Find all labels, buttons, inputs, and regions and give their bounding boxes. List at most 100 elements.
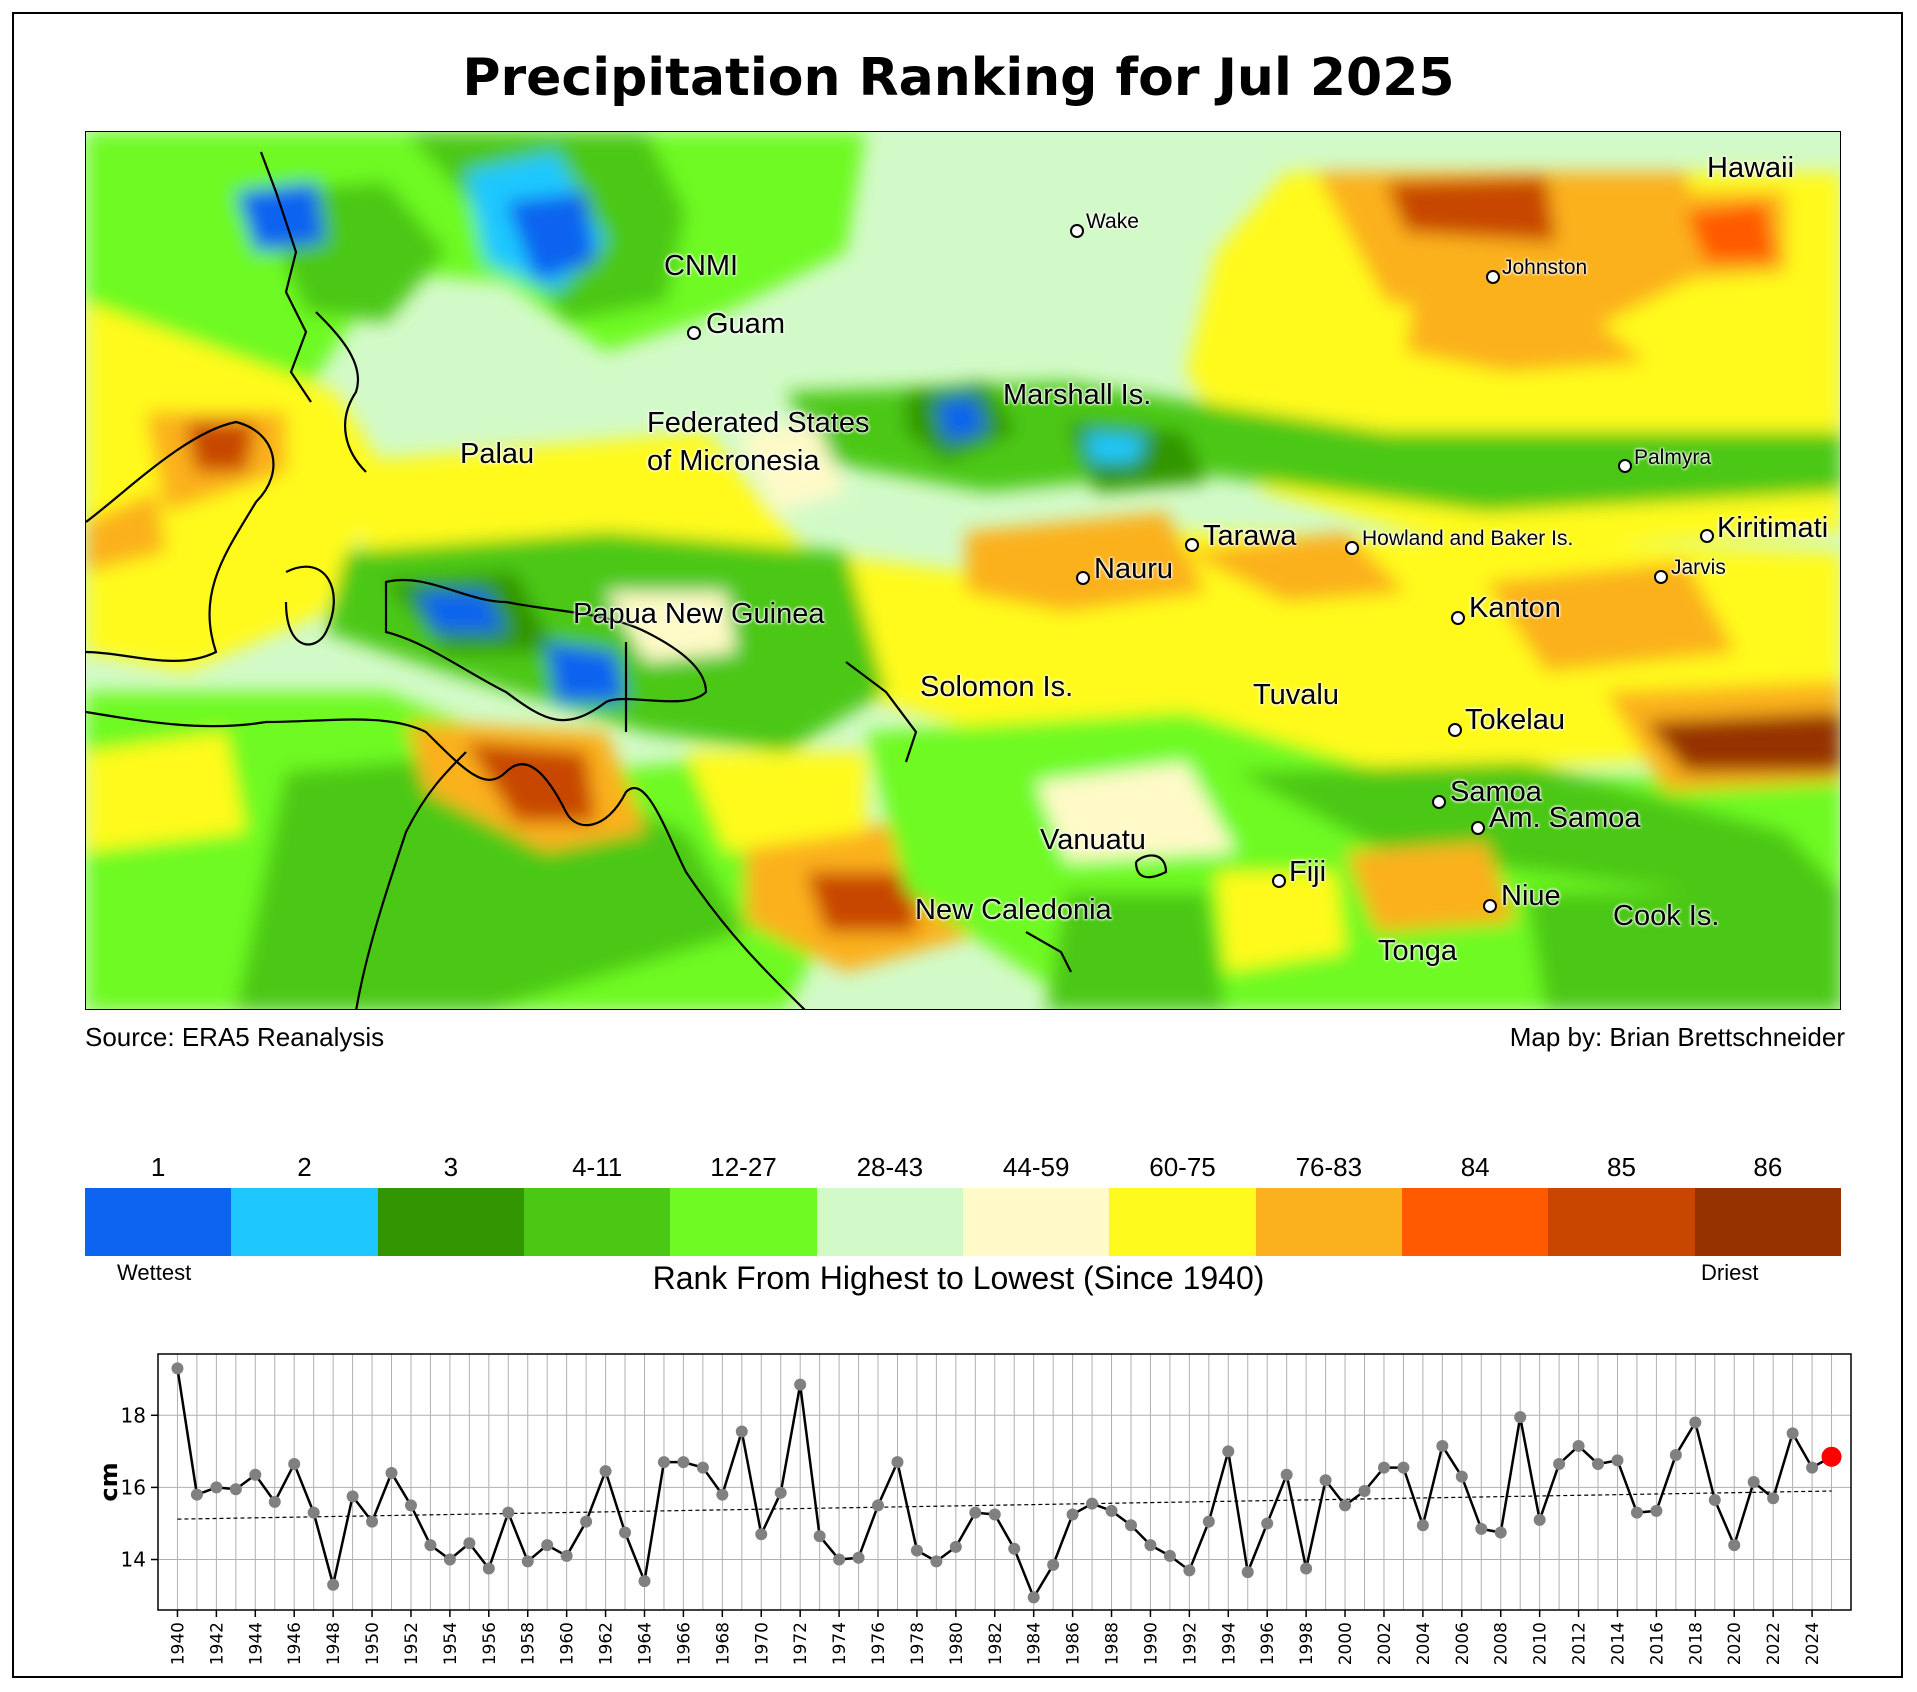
legend-bin-label: 86	[1753, 1152, 1783, 1182]
data-point	[969, 1506, 982, 1519]
x-tick-label: 1958	[519, 1622, 539, 1665]
label-nauru: Nauru	[1094, 553, 1173, 585]
data-point	[1514, 1411, 1527, 1424]
data-point	[443, 1553, 456, 1566]
data-point	[404, 1499, 417, 1512]
marker-howland	[1345, 541, 1359, 555]
data-point	[560, 1549, 573, 1562]
x-tick-label: 1966	[674, 1622, 694, 1665]
marker-samoa	[1432, 795, 1446, 809]
data-point	[1124, 1519, 1137, 1532]
colorbar-segment	[1255, 1188, 1402, 1256]
map-canvas	[86, 132, 1840, 1009]
label-cnmi: CNMI	[664, 250, 739, 282]
x-tick-label: 1984	[1025, 1622, 1045, 1665]
trend-line	[177, 1490, 1832, 1520]
x-tick-label: 2020	[1725, 1622, 1745, 1665]
data-point	[716, 1488, 729, 1501]
marker-guam	[687, 326, 701, 340]
x-tick-label: 1988	[1103, 1622, 1123, 1665]
label-jarvis: Jarvis	[1671, 556, 1726, 579]
x-tick-label: 1996	[1258, 1622, 1278, 1665]
legend-bin-label: 60-75	[1149, 1152, 1216, 1182]
data-point	[1241, 1566, 1254, 1579]
data-point	[872, 1499, 885, 1512]
data-point	[1455, 1470, 1468, 1483]
x-tick-label: 1980	[947, 1622, 967, 1665]
marker-palmyra	[1618, 459, 1632, 473]
colorbar	[85, 1188, 1841, 1256]
data-point	[1027, 1591, 1040, 1604]
map-credit: Map by: Brian Brettschneider	[1509, 1022, 1845, 1052]
data-point	[1222, 1445, 1235, 1458]
data-point	[327, 1578, 340, 1591]
marker-am-samoa	[1471, 821, 1485, 835]
x-tick-label: 1962	[597, 1622, 617, 1665]
colorbar-segment	[816, 1188, 963, 1256]
data-point	[1280, 1468, 1293, 1481]
label-howland: Howland and Baker Is.	[1362, 527, 1574, 550]
x-tick-label: 2022	[1764, 1622, 1784, 1665]
x-tick-label: 1960	[558, 1622, 578, 1665]
x-tick-label: 1994	[1219, 1622, 1239, 1665]
label-wake: Wake	[1086, 210, 1139, 233]
data-point	[813, 1530, 826, 1543]
label-hawaii: Hawaii	[1707, 152, 1795, 184]
label-palmyra: Palmyra	[1634, 446, 1712, 469]
y-tick-label: 16	[121, 1475, 146, 1499]
x-tick-label: 2010	[1531, 1622, 1551, 1665]
marker-wake	[1070, 224, 1084, 238]
data-point	[988, 1508, 1001, 1521]
colorbar-segment	[1109, 1188, 1256, 1256]
data-point	[346, 1490, 359, 1503]
legend-bin-label: 2	[297, 1152, 312, 1182]
data-point	[852, 1551, 865, 1564]
label-kiritimati: Kiritimati	[1717, 512, 1829, 544]
latest-data-point	[1821, 1446, 1842, 1467]
data-point	[1144, 1539, 1157, 1552]
label-new-caledonia: New Caledonia	[915, 894, 1112, 926]
plot-frame	[157, 1353, 1852, 1611]
data-point	[657, 1456, 670, 1469]
data-point	[1689, 1416, 1702, 1429]
x-tick-label: 2018	[1686, 1622, 1706, 1665]
data-point	[1377, 1461, 1390, 1474]
data-point	[1105, 1504, 1118, 1517]
data-point	[1358, 1485, 1371, 1498]
data-point	[774, 1486, 787, 1499]
marker-fiji	[1272, 874, 1286, 888]
data-point	[1066, 1508, 1079, 1521]
page-title: Precipitation Ranking for Jul 2025	[462, 48, 1455, 108]
data-point	[580, 1515, 593, 1528]
label-fiji: Fiji	[1289, 856, 1327, 888]
y-tick-label: 14	[121, 1548, 146, 1572]
data-point	[1339, 1499, 1352, 1512]
colorbar-segment	[1694, 1188, 1841, 1256]
data-point	[229, 1483, 242, 1496]
data-point	[1767, 1492, 1780, 1505]
x-tick-label: 2024	[1803, 1622, 1823, 1665]
data-point	[541, 1539, 554, 1552]
data-point	[210, 1481, 223, 1494]
x-tick-label: 1964	[635, 1622, 655, 1665]
legend-bin-label: 44-59	[1002, 1152, 1070, 1182]
label-fsm-1: Federated States	[647, 407, 870, 439]
data-point	[619, 1526, 632, 1539]
marker-nauru	[1076, 571, 1090, 585]
data-point	[794, 1378, 807, 1391]
label-palau: Palau	[460, 438, 535, 470]
x-tick-label: 1940	[168, 1622, 188, 1665]
label-tokelau: Tokelau	[1465, 704, 1565, 736]
label-tarawa: Tarawa	[1203, 520, 1297, 552]
data-point	[1086, 1497, 1099, 1510]
marker-tokelau	[1448, 723, 1462, 737]
label-am-samoa: Am. Samoa	[1489, 802, 1641, 834]
data-point	[1611, 1454, 1624, 1467]
data-point	[1786, 1427, 1799, 1440]
data-point	[463, 1537, 476, 1550]
label-fsm-2: of Micronesia	[647, 445, 820, 477]
x-tick-label: 1950	[363, 1622, 383, 1665]
x-tick-label: 2000	[1336, 1622, 1356, 1665]
x-tick-label: 1978	[908, 1622, 928, 1665]
